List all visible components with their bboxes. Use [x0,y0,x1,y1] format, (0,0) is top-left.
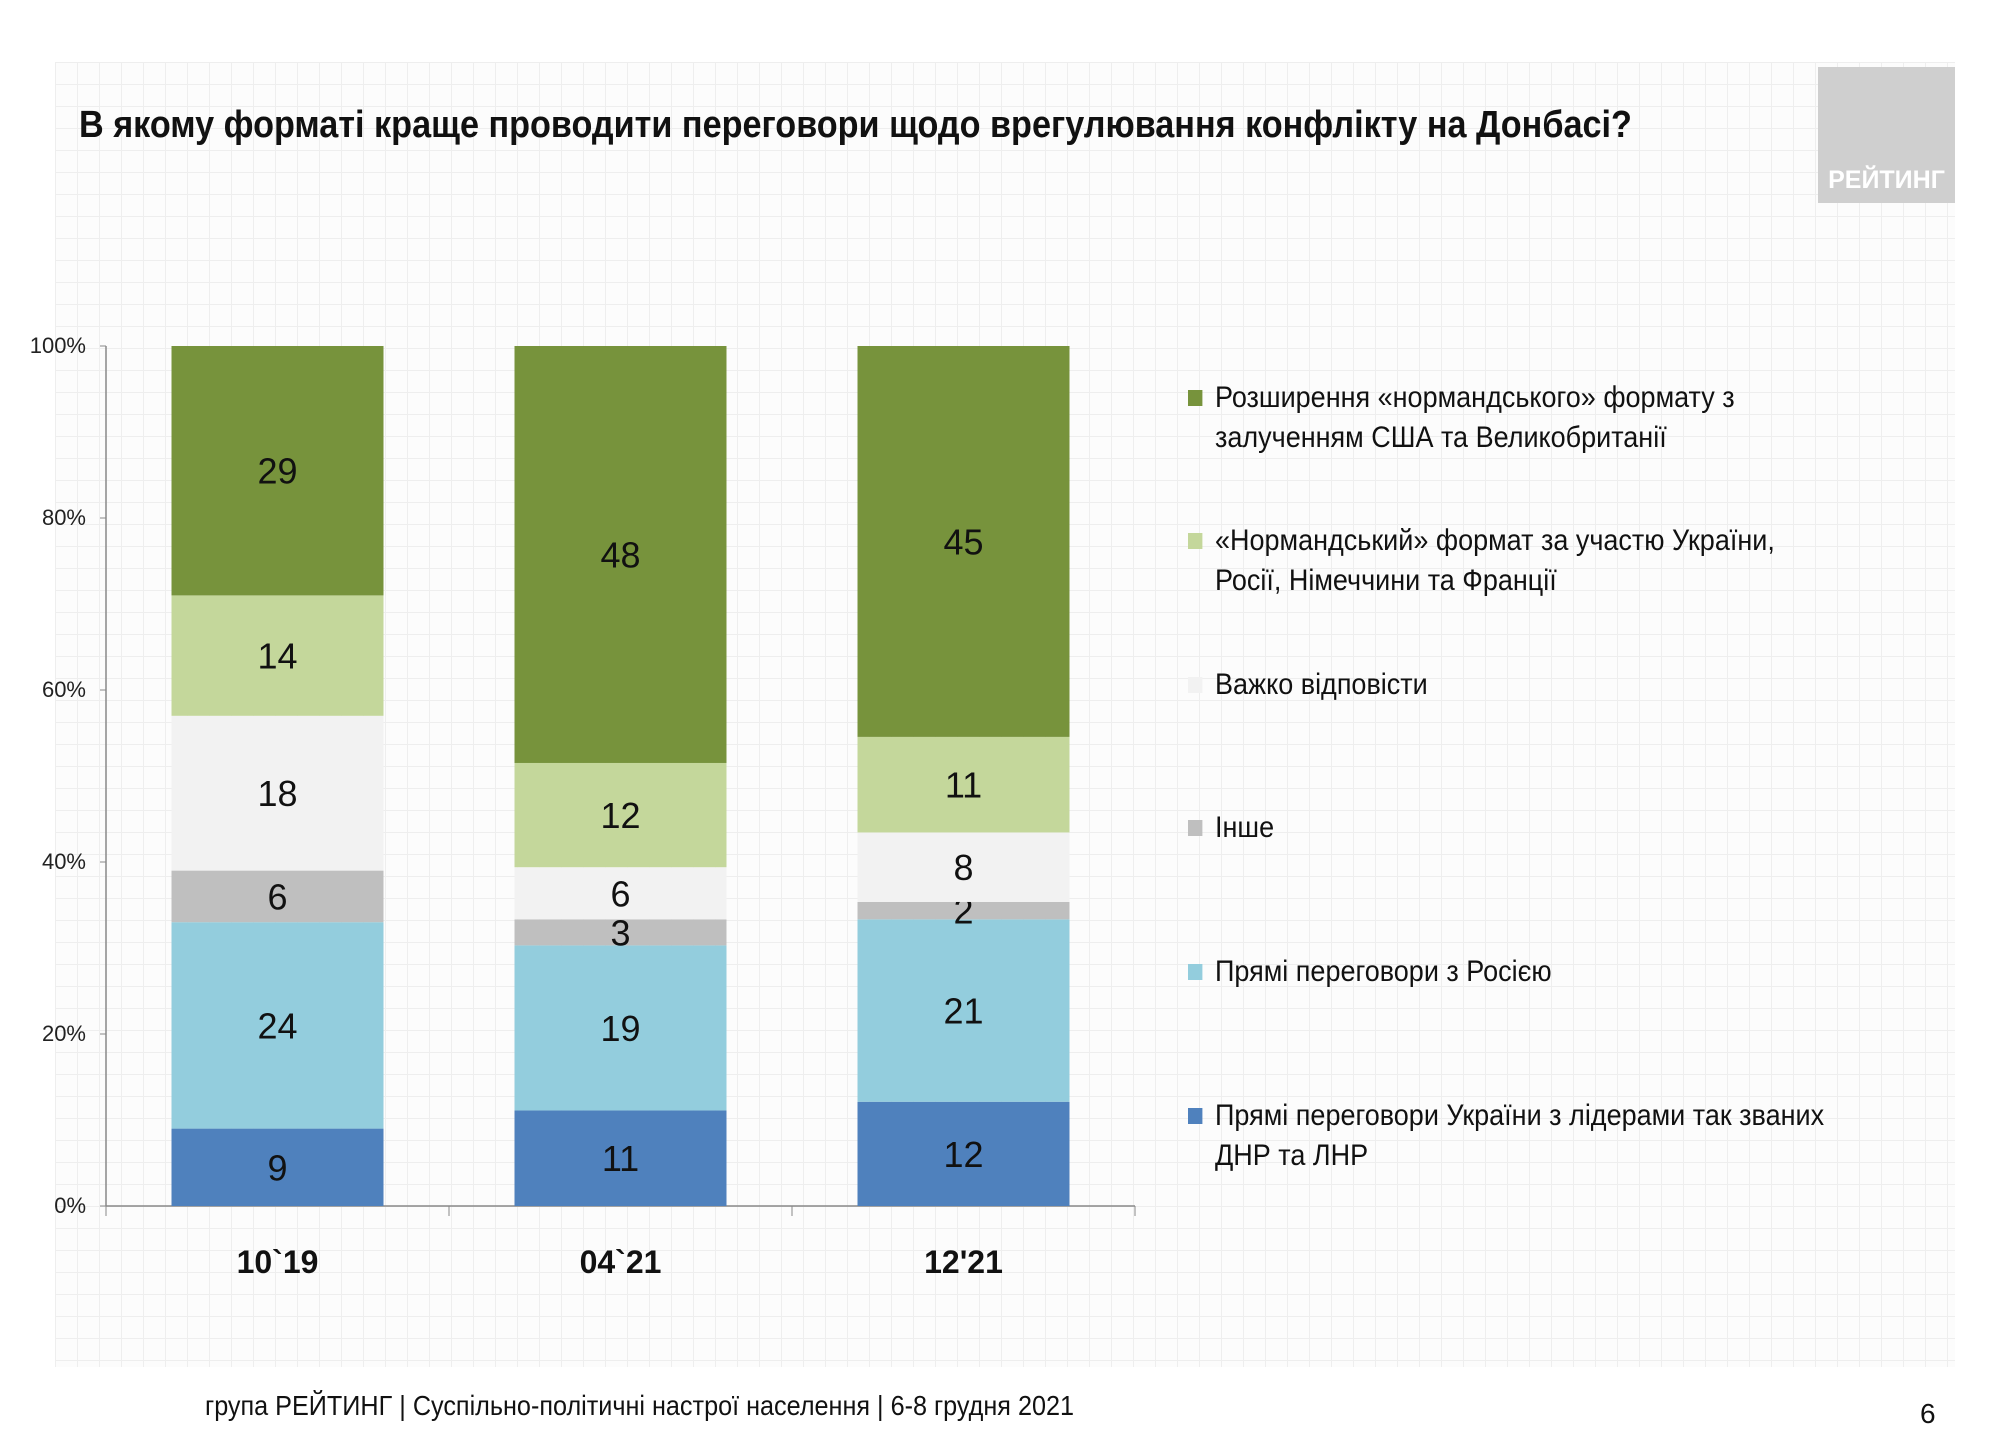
page-title: В якому форматі краще проводити перегово… [79,104,1632,146]
y-tick-label: 20% [42,1021,86,1046]
legend-label: «Нормандський» формат за участю України,… [1215,524,1775,597]
legend-item: Прямі переговори України з лідерами так … [1188,1096,1836,1176]
bar-segment [514,945,727,1111]
legend-label: Важко відповісти [1215,668,1428,701]
y-tick-label: 80% [42,505,86,530]
x-tick-label: 12'21 [924,1244,1003,1280]
x-tick-label: 10`19 [237,1244,319,1280]
data-label: 6 [267,876,287,917]
bar-segment [171,715,384,871]
legend-swatch [1188,390,1203,406]
bar-segment [171,1128,384,1206]
data-label: 11 [602,1138,639,1179]
bar-segment [857,346,1070,737]
data-label: 24 [257,1005,297,1046]
y-tick-label: 60% [42,677,86,702]
bar-segment [514,919,727,946]
data-label: 45 [943,521,983,562]
data-label: 12 [943,1134,983,1175]
bar-segment [857,919,1070,1102]
legend-label: Прямі переговори України з лідерами так … [1215,1099,1825,1172]
bar-segment [171,870,384,923]
data-label: 11 [945,765,982,806]
page-number: 6 [1920,1398,1936,1429]
legend-swatch [1188,1108,1203,1124]
data-label: 12 [600,795,640,836]
bar-segment [514,867,727,920]
data-label: 48 [600,534,640,575]
legend-item: Розширення «нормандського» формату з зал… [1188,378,1836,458]
bar-segment [514,346,727,763]
legend-label: Розширення «нормандського» формату з зал… [1215,381,1735,454]
legend-swatch [1188,677,1203,693]
bar-segment [857,832,1070,902]
data-label: 29 [257,451,297,492]
data-label: 18 [257,773,297,814]
data-label: 9 [267,1147,287,1188]
footer: група РЕЙТИНГ | Суспільно-політичні наст… [205,1390,1075,1421]
bar-segment [857,901,1070,920]
y-tick-label: 0% [54,1193,86,1218]
bar-segment [514,762,727,868]
bar-segment [171,922,384,1129]
legend-label: Інше [1215,811,1275,844]
x-tick-label: 04`21 [580,1244,662,1280]
data-label: 6 [610,873,630,914]
bar-segment [171,346,384,596]
legend-label: Прямі переговори з Росією [1215,955,1552,988]
data-label: 14 [257,636,297,677]
data-label: 8 [953,847,973,888]
legend-swatch [1188,533,1203,549]
data-label: 21 [943,991,983,1032]
y-tick-label: 40% [42,849,86,874]
logo: РЕЙТИНГ [1818,67,1955,203]
legend-swatch [1188,820,1203,836]
bar-segment [857,1101,1070,1206]
legend-swatch [1188,964,1203,980]
bar-segment [514,1110,727,1206]
y-tick-label: 100% [30,333,86,358]
legend-item: «Нормандський» формат за участю України,… [1188,521,1836,601]
logo-text: РЕЙТИНГ [1828,166,1945,194]
legend-item: Інше [1188,808,1836,848]
legend-item: Важко відповісти [1188,665,1836,705]
bar-segment [171,595,384,716]
data-label: 19 [600,1008,640,1049]
legend-item: Прямі переговори з Росією [1188,952,1836,992]
bar-segment [857,736,1070,833]
data-label: 3 [610,912,630,953]
